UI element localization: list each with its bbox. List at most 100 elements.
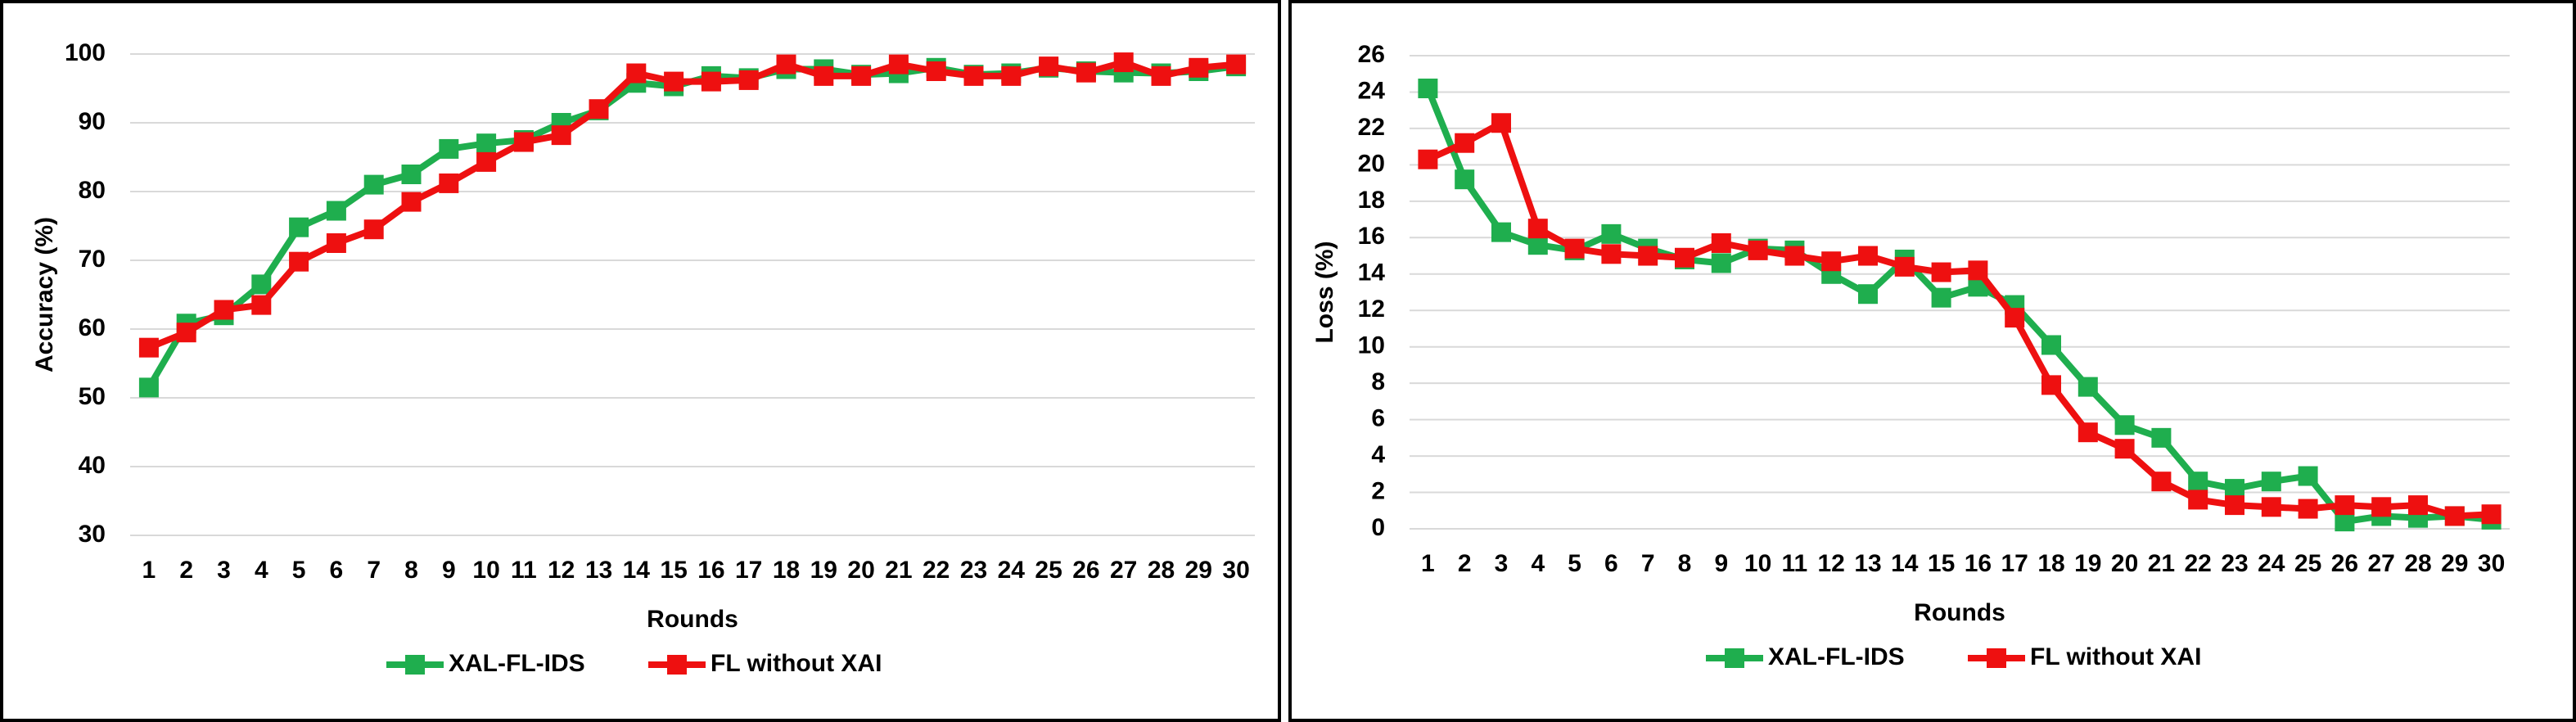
data-point xyxy=(1968,260,1988,281)
data-point xyxy=(2114,415,2135,435)
y-tick-label: 40 xyxy=(79,452,106,479)
x-tick-label: 11 xyxy=(511,557,537,584)
y-tick-label: 70 xyxy=(79,246,106,273)
y-axis-label: Accuracy (%) xyxy=(31,217,58,372)
x-tick-label: 16 xyxy=(697,557,724,584)
data-point xyxy=(1784,246,1805,266)
x-tick-label: 12 xyxy=(548,557,575,584)
y-tick-label: 26 xyxy=(1358,41,1385,68)
data-point xyxy=(1151,65,1171,86)
x-tick-label: 27 xyxy=(1110,557,1137,584)
y-tick-label: 20 xyxy=(1358,150,1385,177)
x-tick-label: 20 xyxy=(2111,550,2138,577)
data-point xyxy=(926,61,946,81)
x-tick-label: 18 xyxy=(773,557,800,584)
y-tick-label: 8 xyxy=(1371,368,1385,395)
data-point xyxy=(1113,52,1134,73)
x-tick-label: 25 xyxy=(2294,550,2321,577)
legend-marker xyxy=(667,655,687,675)
data-point xyxy=(251,295,272,315)
x-tick-label: 21 xyxy=(2148,550,2175,577)
x-tick-label: 8 xyxy=(1678,550,1692,577)
data-point xyxy=(138,337,159,358)
data-point xyxy=(1189,57,1209,78)
x-tick-label: 24 xyxy=(998,557,1026,584)
y-tick-label: 6 xyxy=(1371,405,1385,432)
x-tick-label: 9 xyxy=(442,557,456,584)
data-point xyxy=(851,65,872,86)
data-point xyxy=(1748,240,1768,260)
data-point xyxy=(1527,235,1548,255)
data-point xyxy=(2005,308,2025,328)
x-tick-label: 28 xyxy=(1148,557,1175,584)
x-tick-label: 18 xyxy=(2037,550,2064,577)
x-axis-label: Rounds xyxy=(1914,599,2005,626)
x-tick-label: 15 xyxy=(660,557,687,584)
x-tick-label: 25 xyxy=(1035,557,1062,584)
data-point xyxy=(1001,65,1022,86)
data-point xyxy=(2298,466,2318,486)
data-point xyxy=(1638,246,1658,266)
data-point xyxy=(1418,79,1438,99)
y-axis-label: Loss (%) xyxy=(1311,241,1338,343)
x-tick-label: 19 xyxy=(2074,550,2101,577)
data-point xyxy=(1675,247,1694,268)
data-point xyxy=(2077,377,2098,397)
data-point xyxy=(363,219,384,240)
panel-frame xyxy=(1288,0,2576,722)
data-point xyxy=(814,65,834,86)
x-tick-label: 5 xyxy=(1568,550,1581,577)
data-point xyxy=(1491,222,1511,242)
series-line xyxy=(1426,120,2492,520)
y-tick-label: 10 xyxy=(1358,332,1385,359)
data-point xyxy=(1711,253,1731,273)
data-point xyxy=(664,71,684,92)
data-point xyxy=(1601,223,1622,244)
x-tick-label: 13 xyxy=(585,557,612,584)
y-tick-label: 60 xyxy=(79,314,106,341)
x-tick-label: 12 xyxy=(1818,550,1845,577)
x-tick-label: 26 xyxy=(1072,557,1099,584)
data-point xyxy=(2481,504,2502,525)
legend-marker xyxy=(405,655,425,675)
x-tick-label: 23 xyxy=(960,557,987,584)
data-point xyxy=(2225,479,2244,499)
data-point xyxy=(2444,506,2465,526)
data-point xyxy=(176,323,196,343)
x-tick-label: 15 xyxy=(1928,550,1955,577)
legend-label: XAL-FL-IDS xyxy=(1768,643,1905,670)
x-tick-label: 22 xyxy=(2185,550,2212,577)
data-point xyxy=(1455,133,1475,153)
data-point xyxy=(401,165,422,184)
data-point xyxy=(1601,244,1622,264)
data-point xyxy=(1858,284,1878,305)
data-point xyxy=(2077,422,2098,443)
data-point xyxy=(2298,499,2318,519)
data-point xyxy=(2188,472,2208,492)
x-tick-label: 17 xyxy=(2001,550,2028,577)
data-point xyxy=(1931,262,1951,282)
data-point xyxy=(1527,219,1548,239)
y-tick-label: 24 xyxy=(1358,77,1386,104)
y-tick-label: 12 xyxy=(1358,296,1385,323)
data-point xyxy=(1039,56,1059,77)
x-tick-label: 5 xyxy=(292,557,306,584)
data-point xyxy=(2114,439,2135,459)
y-tick-label: 4 xyxy=(1371,441,1385,468)
data-point xyxy=(439,173,459,193)
data-point xyxy=(2151,427,2172,448)
data-point xyxy=(289,217,309,237)
data-point xyxy=(2261,497,2281,517)
data-point xyxy=(476,133,497,154)
data-point xyxy=(1418,149,1438,169)
data-point xyxy=(2188,490,2208,510)
data-point xyxy=(738,70,759,90)
data-point xyxy=(251,274,272,295)
x-tick-label: 3 xyxy=(1495,550,1509,577)
data-point xyxy=(476,151,497,172)
data-point xyxy=(1711,232,1731,253)
data-point xyxy=(2041,335,2061,355)
x-tick-label: 13 xyxy=(1854,550,1881,577)
x-tick-label: 16 xyxy=(1965,550,1992,577)
data-point xyxy=(2041,375,2061,395)
